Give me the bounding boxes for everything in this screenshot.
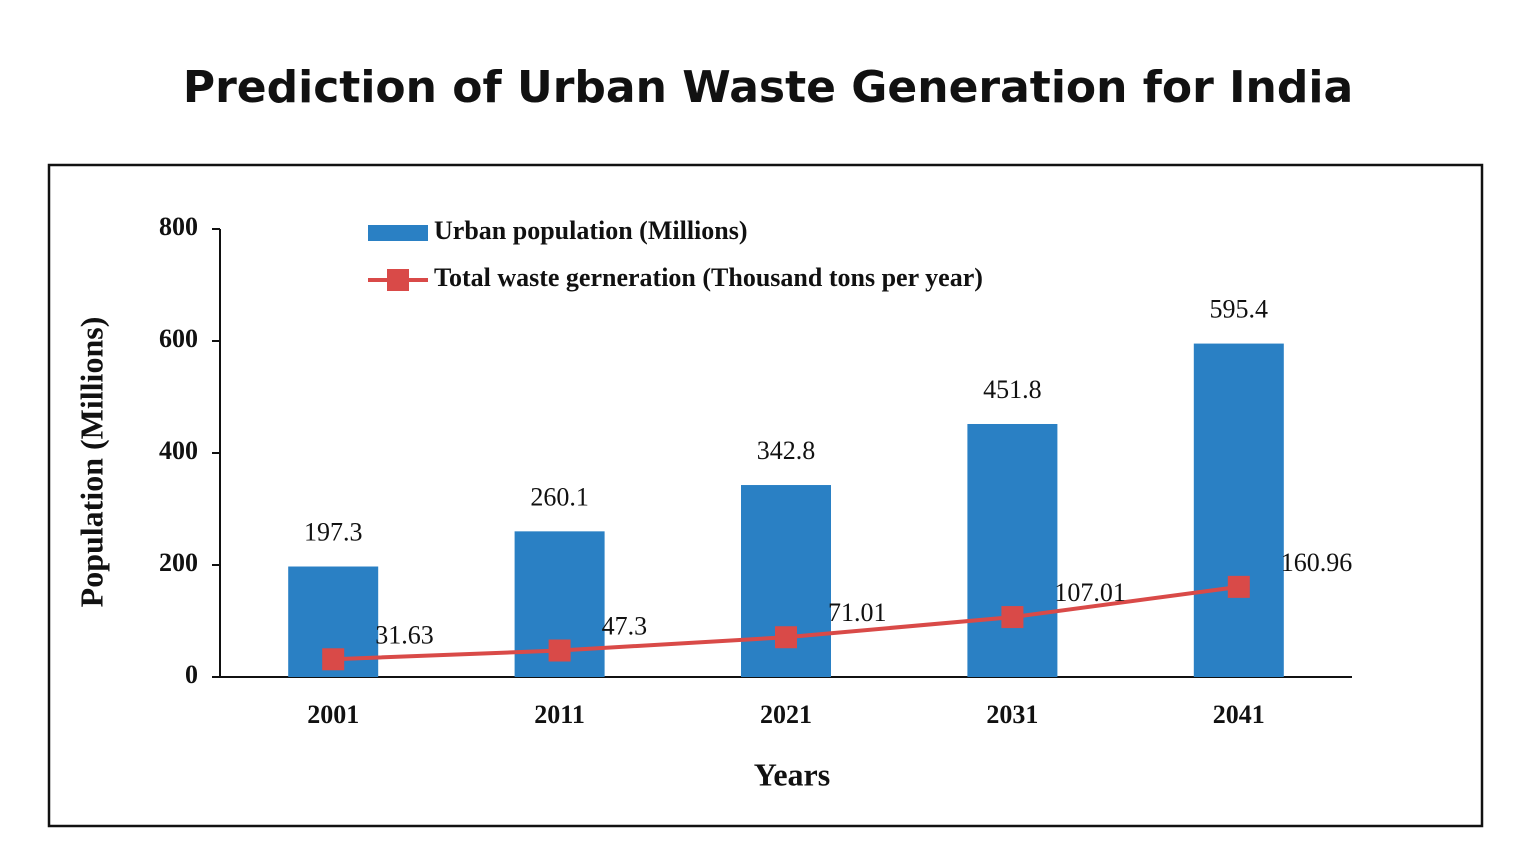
- y-tick-label: 400: [159, 436, 198, 465]
- value-label: 47.3: [602, 611, 648, 640]
- chart-title: Prediction of Urban Waste Generation for…: [183, 62, 1353, 113]
- y-tick-label: 600: [159, 324, 198, 353]
- chart-frame: [47, 163, 1484, 828]
- line-marker: [1227, 575, 1250, 598]
- legend-label: Urban population (Millions): [434, 216, 748, 245]
- x-tick-label: 2011: [534, 700, 585, 729]
- legend-label: Total waste gerneration (Thousand tons p…: [434, 263, 983, 292]
- value-label: 595.4: [1210, 295, 1269, 324]
- value-label: 260.1: [530, 482, 589, 511]
- line-marker: [548, 639, 571, 662]
- y-tick-label: 200: [159, 548, 198, 577]
- value-label: 160.96: [1281, 548, 1353, 577]
- legend-marker: [387, 269, 409, 291]
- value-label: 451.8: [983, 375, 1042, 404]
- y-tick-label: 0: [185, 660, 198, 689]
- x-tick-label: 2021: [760, 700, 812, 729]
- value-label: 342.8: [757, 436, 816, 465]
- y-axis-label: Population (Millions): [73, 317, 109, 608]
- bar: [967, 423, 1058, 677]
- line-marker: [1001, 606, 1024, 629]
- bar: [1193, 343, 1284, 677]
- legend-swatch: [368, 225, 428, 241]
- value-label: 71.01: [828, 598, 887, 627]
- x-tick-label: 2001: [307, 700, 359, 729]
- value-label: 107.01: [1054, 578, 1126, 607]
- value-label: 197.3: [304, 517, 363, 546]
- x-axis-label: Years: [754, 756, 830, 792]
- value-label: 31.63: [375, 620, 434, 649]
- line-marker: [775, 626, 797, 649]
- y-tick-label: 800: [159, 212, 198, 241]
- x-tick-label: 2041: [1213, 700, 1265, 729]
- line-marker: [322, 648, 345, 671]
- x-tick-label: 2031: [986, 700, 1038, 729]
